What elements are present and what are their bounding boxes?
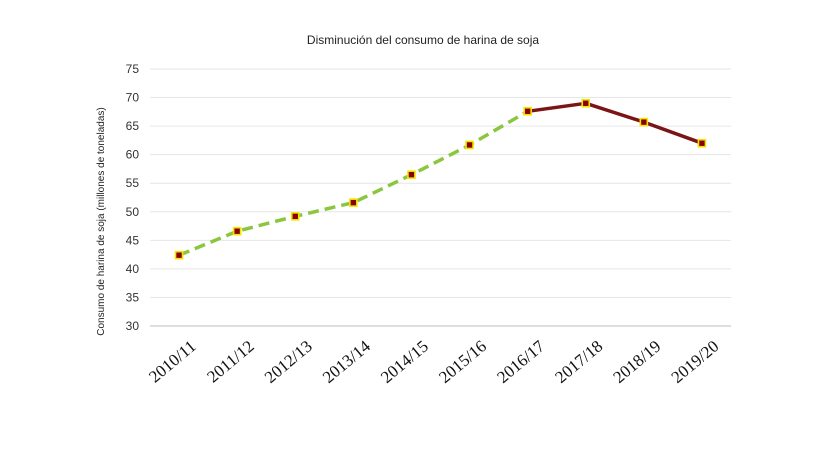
x-tick-label: 2014/15 [377, 337, 432, 387]
y-tick-label: 40 [126, 262, 140, 276]
y-tick-label: 45 [126, 233, 140, 247]
x-tick-label: 2017/18 [551, 337, 606, 387]
y-axis-label: Consumo de harina de soja (millones de t… [96, 107, 107, 335]
x-tick-label: 2013/14 [319, 336, 374, 387]
data-point [581, 98, 591, 108]
data-point [639, 117, 649, 127]
y-tick-label: 70 [126, 91, 140, 105]
x-tick-label: 2010/11 [145, 337, 199, 387]
x-tick-label: 2019/20 [668, 337, 723, 387]
data-point [523, 106, 532, 116]
data-points [174, 98, 707, 260]
data-point [407, 170, 416, 179]
x-tick-label: 2012/13 [261, 337, 316, 387]
data-point [465, 140, 474, 150]
y-tick-label: 60 [126, 148, 140, 162]
series-line-solid [527, 101, 703, 145]
data-point [290, 212, 300, 221]
y-tick-label: 55 [126, 176, 140, 190]
data-point [697, 138, 707, 148]
y-tick-label: 50 [126, 205, 140, 219]
y-tick-label: 30 [126, 319, 140, 333]
x-axis-ticks: 2010/11 2011/12 2012/13 2013/14 2014/15 2015/… [145, 336, 722, 387]
y-tick-label: 65 [126, 119, 140, 133]
x-tick-label: 2016/17 [493, 336, 548, 387]
x-tick-label: 2015/16 [435, 337, 490, 387]
y-tick-label: 35 [126, 290, 140, 304]
x-tick-label: 2011/12 [203, 337, 257, 387]
y-axis-ticks: 30 35 40 45 50 55 60 65 70 75 [126, 62, 140, 333]
data-point [174, 250, 184, 260]
data-point [232, 226, 242, 236]
y-tick-label: 75 [126, 62, 140, 76]
data-point [349, 198, 358, 207]
chart-title: Disminución del consumo de harina de soj… [307, 33, 539, 47]
gridlines [150, 68, 731, 298]
x-tick-label: 2018/19 [610, 337, 665, 387]
